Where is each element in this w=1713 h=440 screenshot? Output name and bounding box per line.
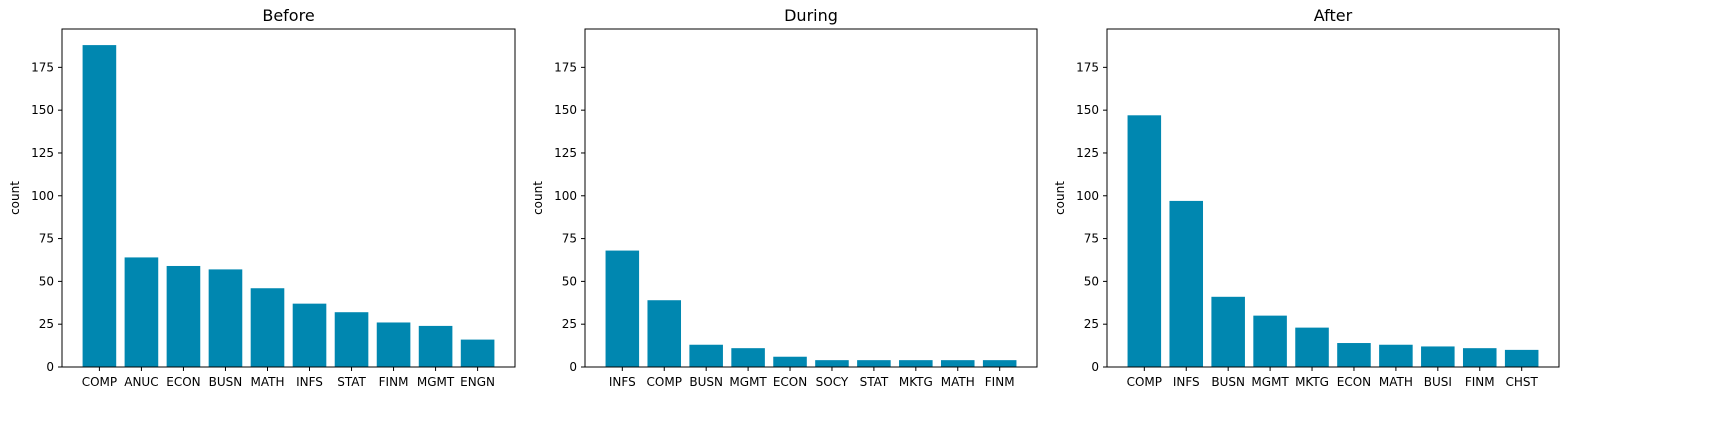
y-tick-label: 0 xyxy=(46,360,54,374)
bar-mktg xyxy=(1295,327,1329,367)
subplot-during: INFS COMP BUSN MGMT ECON SOCY STAT MKTG MATH FINM… xyxy=(531,6,1038,389)
x-tick-label: ECON xyxy=(773,375,807,389)
y-axis-label: count xyxy=(531,181,545,215)
bar-busn xyxy=(689,344,723,367)
x-tick-label: COMP xyxy=(82,375,117,389)
x-tick-label: STAT xyxy=(860,375,889,389)
bar-mgmt xyxy=(1253,315,1287,367)
y-tick-label: 50 xyxy=(39,274,54,288)
y-tick-label: 175 xyxy=(1076,60,1099,74)
bar-busn xyxy=(208,269,243,367)
bar-finm xyxy=(1462,348,1497,367)
y-tick-label: 75 xyxy=(562,232,577,246)
y-tick-label: 125 xyxy=(1076,146,1099,160)
bar-infs xyxy=(292,303,327,367)
axes-frame xyxy=(1106,28,1560,368)
y-tick-label: 100 xyxy=(31,189,54,203)
y-tick-label: 25 xyxy=(1084,317,1099,331)
bar-infs xyxy=(605,250,640,367)
bar-chst xyxy=(1504,349,1539,367)
x-tick-label: BUSN xyxy=(209,375,243,389)
subplot-before: COMP ANUC ECON BUSN MATH INFS STAT FINM MGMT ENGN… xyxy=(8,6,516,389)
chart-title: After xyxy=(1314,6,1353,25)
y-tick-label: 125 xyxy=(31,146,54,160)
x-tick-label: ECON xyxy=(1337,375,1371,389)
x-tick-label: MATH xyxy=(250,375,284,389)
x-tick-label: INFS xyxy=(609,375,636,389)
y-tick-label: 50 xyxy=(1084,274,1099,288)
bar-econ xyxy=(773,356,807,367)
y-tick-label: 0 xyxy=(569,360,577,374)
x-tick-label: MGMT xyxy=(1251,375,1289,389)
y-tick-label: 100 xyxy=(554,189,577,203)
y-tick-label: 75 xyxy=(39,232,54,246)
x-tick-label: ECON xyxy=(166,375,200,389)
y-tick-label: 50 xyxy=(562,274,577,288)
bar-busn xyxy=(1211,296,1245,367)
x-tick-label: BUSN xyxy=(689,375,723,389)
bar-comp xyxy=(647,300,682,367)
subplot-after: COMP INFS BUSN MGMT MKTG ECON MATH BUSI FINM CHST… xyxy=(1053,6,1560,389)
y-tick-label: 150 xyxy=(31,103,54,117)
x-tick-label: COMP xyxy=(647,375,682,389)
y-tick-label: 100 xyxy=(1076,189,1099,203)
bar-stat xyxy=(334,312,369,367)
y-tick-label: 25 xyxy=(39,317,54,331)
x-tick-label: MKTG xyxy=(1295,375,1329,389)
axes-frame xyxy=(584,28,1038,368)
bar-engn xyxy=(460,339,495,367)
x-tick-label: CHST xyxy=(1506,375,1539,389)
bar-math xyxy=(250,288,285,367)
x-tick-label: INFS xyxy=(1173,375,1200,389)
bar-finm xyxy=(982,360,1017,367)
x-tick-label: MATH xyxy=(1379,375,1413,389)
y-tick-label: 125 xyxy=(554,146,577,160)
bar-math xyxy=(1379,344,1413,367)
y-tick-label: 25 xyxy=(562,317,577,331)
x-tick-label: MGMT xyxy=(729,375,767,389)
bar-comp xyxy=(82,45,117,367)
axes-frame xyxy=(61,28,516,368)
x-tick-label: BUSN xyxy=(1211,375,1245,389)
y-tick-label: 150 xyxy=(1076,103,1099,117)
x-tick-label: FINM xyxy=(1465,375,1495,389)
chart-title: During xyxy=(784,6,838,25)
chart-title: Before xyxy=(262,6,314,25)
x-tick-label: SOCY xyxy=(816,375,849,389)
x-tick-label: ENGN xyxy=(460,375,495,389)
y-tick-label: 175 xyxy=(554,60,577,74)
bar-econ xyxy=(166,265,201,367)
x-tick-label: BUSI xyxy=(1424,375,1452,389)
bar-anuc xyxy=(124,257,159,367)
y-tick-label: 0 xyxy=(1091,360,1099,374)
bar-busi xyxy=(1421,346,1455,367)
x-tick-label: MGMT xyxy=(417,375,455,389)
bar-comp xyxy=(1127,115,1162,367)
bar-mgmt xyxy=(731,348,765,367)
y-axis-label: count xyxy=(1053,181,1067,215)
bar-infs xyxy=(1169,200,1204,367)
x-tick-label: MKTG xyxy=(899,375,933,389)
bar-finm xyxy=(376,322,411,367)
x-tick-label: FINM xyxy=(985,375,1015,389)
x-tick-label: INFS xyxy=(296,375,323,389)
bar-math xyxy=(940,360,975,367)
y-tick-label: 75 xyxy=(1084,232,1099,246)
x-tick-label: FINM xyxy=(379,375,409,389)
bar-mgmt xyxy=(418,325,453,367)
bar-stat xyxy=(857,360,891,367)
y-tick-label: 175 xyxy=(31,60,54,74)
x-tick-label: STAT xyxy=(337,375,366,389)
y-axis-label: count xyxy=(8,181,22,215)
y-tick-label: 150 xyxy=(554,103,577,117)
bar-mktg xyxy=(899,360,933,367)
bar-econ xyxy=(1337,343,1371,367)
bar-socy xyxy=(815,360,849,367)
x-tick-label: COMP xyxy=(1127,375,1162,389)
x-tick-label: ANUC xyxy=(124,375,158,389)
x-tick-label: MATH xyxy=(941,375,975,389)
